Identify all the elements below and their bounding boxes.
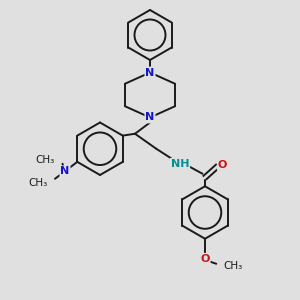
Text: O: O bbox=[218, 160, 227, 170]
Text: O: O bbox=[200, 254, 210, 264]
Text: CH₃: CH₃ bbox=[36, 155, 55, 165]
Text: NH: NH bbox=[171, 159, 189, 169]
Text: N: N bbox=[60, 166, 70, 176]
Text: CH₃: CH₃ bbox=[224, 261, 243, 271]
Text: N: N bbox=[146, 112, 154, 122]
Text: CH₃: CH₃ bbox=[28, 178, 47, 188]
Text: N: N bbox=[146, 68, 154, 77]
